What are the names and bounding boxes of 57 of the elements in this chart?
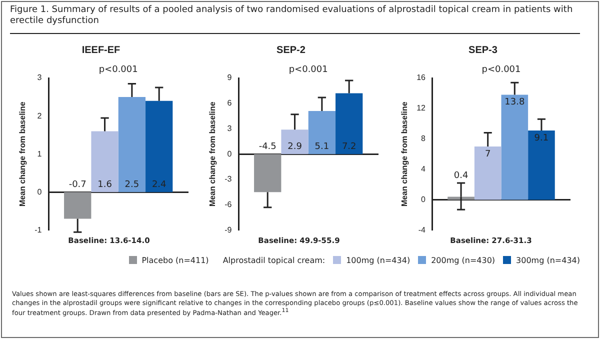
bar	[118, 97, 146, 192]
y-tick-label: 1	[37, 149, 42, 158]
bar	[254, 154, 282, 192]
data-label: 2.9	[288, 142, 302, 152]
bar	[281, 130, 308, 154]
chart-title: IEEF-EF	[82, 44, 120, 56]
y-tick-label: 9	[227, 73, 232, 82]
legend-label: 100mg (n=434)	[345, 256, 410, 265]
y-tick-label: -4	[418, 225, 426, 234]
text: p<0.001	[98, 64, 138, 75]
y-axis-title: Mean change from baseline	[18, 101, 28, 207]
y-tick-label: 6	[227, 98, 232, 108]
y-tick-label: 0	[227, 149, 232, 158]
data-label: 7	[484, 149, 491, 160]
bar	[528, 130, 555, 200]
bar	[501, 94, 528, 200]
y-tick-label: 12	[416, 104, 426, 113]
y-tick-label: 8	[421, 134, 426, 144]
y-tick-label: -3	[224, 174, 232, 184]
data-label: 5.1	[314, 142, 330, 152]
bar	[146, 100, 173, 192]
bar	[448, 196, 474, 200]
data-label: 0.4	[454, 170, 468, 181]
y-tick-label: 0	[421, 194, 426, 204]
bar	[64, 192, 92, 219]
legend-label: Placebo (n=411)	[140, 256, 209, 265]
legend-label: 200mg (n=430)	[430, 256, 496, 265]
data-label: 7.2	[342, 142, 356, 152]
data-label: -4.5	[258, 142, 276, 152]
y-tick-label: 16	[416, 73, 426, 82]
legend-title: Alprostadil topical cream:	[222, 256, 326, 265]
chart-title: SEP-2	[276, 44, 306, 56]
text: p<0.001	[482, 64, 521, 75]
data-label: 2.5	[124, 180, 140, 190]
caption: Figure 1. Summary of results of a pooled analysis of two randomised evaluations of alprostadil topical cream in patients with erectile dysfunction	[10, 5, 580, 34]
y-tick-label: -6	[224, 200, 232, 210]
data-label: 1.6	[98, 180, 112, 190]
data-label: 2.4	[152, 180, 167, 190]
bar	[336, 93, 363, 154]
y-tick-label: -9	[224, 225, 232, 234]
data-label: 13.8	[504, 98, 525, 108]
y-tick-label: 3	[37, 73, 42, 82]
data-label: 9.1	[534, 133, 549, 144]
text: p<0.001	[288, 64, 328, 75]
y-tick-label: -1	[34, 225, 42, 234]
y-tick-label: 0	[37, 187, 42, 196]
y-tick-label: 3	[227, 124, 232, 133]
bar	[308, 110, 336, 154]
y-tick-label: 4	[421, 164, 426, 174]
y-axis-title: Mean change from baseline	[400, 101, 410, 207]
data-label: -0.7	[68, 180, 86, 190]
bar	[91, 131, 118, 192]
chart-title: SEP-3	[468, 44, 498, 56]
bar	[474, 146, 502, 200]
y-axis-title: Mean change from baseline	[208, 101, 218, 207]
legend-label: 300mg (n=434)	[515, 256, 580, 265]
y-tick-label: 2	[37, 111, 42, 120]
